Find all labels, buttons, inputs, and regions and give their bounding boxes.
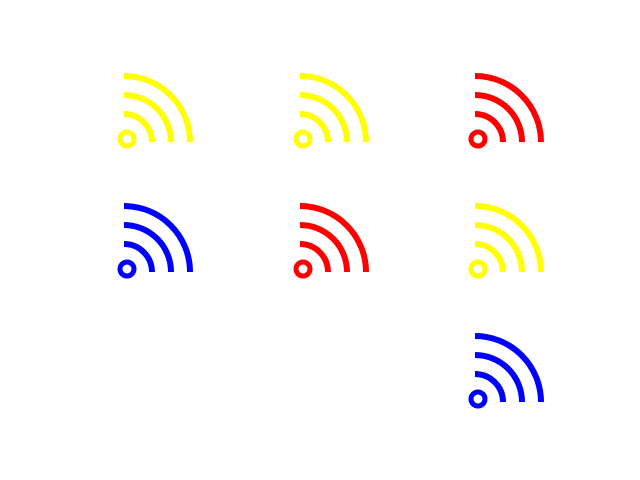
rss-icon[interactable] — [461, 326, 551, 416]
rss-icon[interactable] — [110, 66, 200, 156]
rss-icon[interactable] — [461, 196, 551, 286]
rss-icon[interactable] — [286, 196, 376, 286]
rss-icon[interactable] — [110, 196, 200, 286]
rss-icon[interactable] — [286, 66, 376, 156]
rss-icon[interactable] — [461, 66, 551, 156]
